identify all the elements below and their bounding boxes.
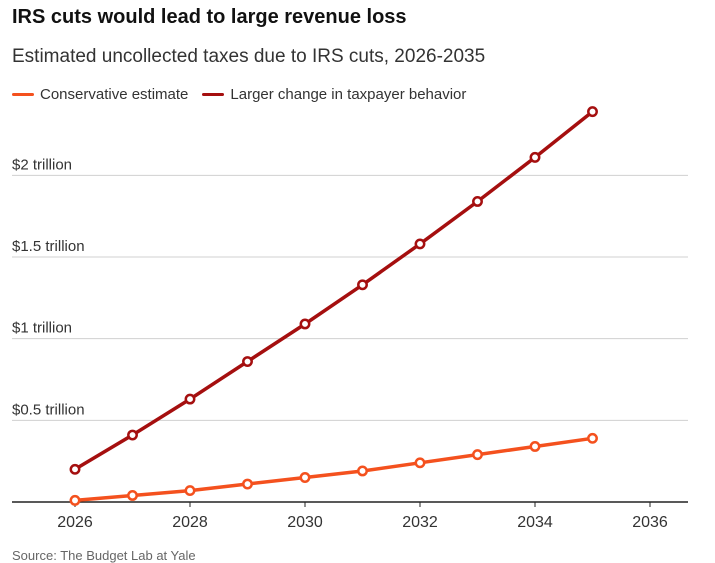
legend-swatch-conservative [12, 93, 34, 96]
y-tick-label: $1.5 trillion [12, 238, 85, 255]
data-point-larger-change [69, 463, 81, 475]
data-point-larger-change [184, 393, 196, 405]
chart-subtitle: Estimated uncollected taxes due to IRS c… [12, 46, 486, 67]
y-tick-label: $2 trillion [12, 156, 72, 173]
x-tick-label: 2036 [632, 514, 668, 531]
source-label: Source: [12, 548, 57, 563]
data-point-conservative [299, 472, 311, 483]
x-tick-label: 2026 [57, 514, 93, 531]
legend: Conservative estimate Larger change in t… [12, 86, 480, 103]
source-text: The Budget Lab at Yale [60, 548, 196, 563]
data-point-conservative [357, 465, 368, 477]
legend-item-conservative: Conservative estimate [12, 86, 188, 103]
data-point-conservative [587, 432, 598, 444]
data-point-conservative [184, 485, 196, 497]
data-point-conservative [472, 449, 483, 461]
y-tick-label: $1 trillion [12, 320, 72, 337]
data-point-larger-change [472, 196, 483, 207]
x-tick-label: 2032 [402, 514, 438, 531]
source-note: Source: The Budget Lab at Yale [12, 548, 196, 563]
legend-label-larger-change: Larger change in taxpayer behavior [230, 86, 467, 103]
data-point-conservative [69, 494, 81, 506]
y-tick-label: $0.5 trillion [12, 401, 85, 418]
data-point-conservative [242, 478, 253, 490]
data-point-larger-change [414, 238, 426, 250]
chart-title: IRS cuts would lead to large revenue los… [12, 6, 407, 28]
data-point-conservative [127, 490, 138, 501]
x-tick-label: 2034 [517, 514, 553, 531]
x-tick-label: 2030 [287, 514, 323, 531]
data-point-larger-change [587, 106, 598, 118]
data-point-larger-change [127, 429, 138, 441]
legend-item-larger-change: Larger change in taxpayer behavior [202, 86, 466, 103]
data-point-larger-change [529, 151, 541, 163]
legend-swatch-larger-change [202, 93, 225, 96]
legend-label-conservative: Conservative estimate [40, 86, 189, 103]
series-line-conservative [73, 436, 595, 503]
x-tick-label: 2028 [172, 514, 208, 531]
data-point-conservative [529, 441, 541, 452]
data-point-larger-change [299, 318, 311, 330]
data-point-larger-change [357, 279, 368, 291]
data-point-conservative [414, 457, 426, 469]
data-point-larger-change [242, 356, 253, 367]
series-line-larger-change [73, 109, 595, 472]
